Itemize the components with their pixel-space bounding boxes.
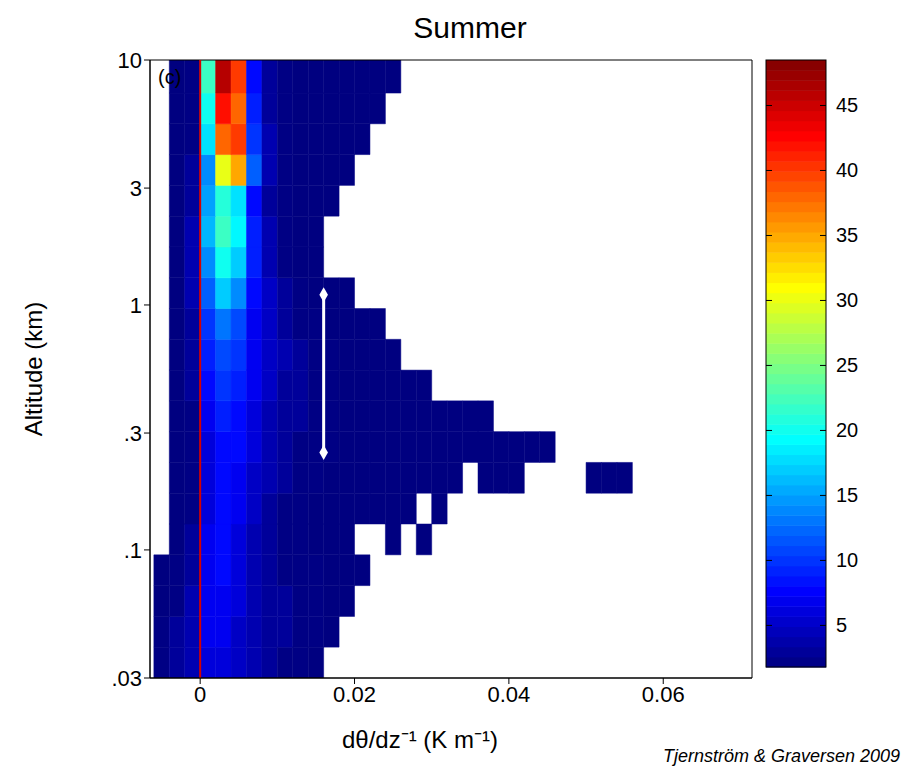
svg-text:10: 10: [836, 549, 858, 571]
svg-text:15: 15: [836, 484, 858, 506]
svg-text:30: 30: [836, 289, 858, 311]
svg-text:.3: .3: [124, 421, 142, 446]
svg-text:.03: .03: [111, 666, 142, 691]
svg-text:Tjernström & Graversen 2009: Tjernström & Graversen 2009: [663, 746, 900, 766]
svg-text:Altitude (km): Altitude (km): [20, 302, 47, 437]
svg-text:5: 5: [836, 614, 847, 636]
svg-text:0: 0: [194, 682, 206, 707]
svg-text:45: 45: [836, 94, 858, 116]
svg-text:0.04: 0.04: [487, 682, 530, 707]
svg-text:.1: .1: [124, 538, 142, 563]
svg-text:1: 1: [130, 293, 142, 318]
svg-text:dθ/dz⁻¹ (K m⁻¹): dθ/dz⁻¹ (K m⁻¹): [342, 726, 498, 753]
svg-text:0.06: 0.06: [642, 682, 685, 707]
svg-text:0.02: 0.02: [333, 682, 376, 707]
svg-text:25: 25: [836, 354, 858, 376]
svg-text:Summer: Summer: [413, 11, 526, 44]
svg-text:35: 35: [836, 224, 858, 246]
svg-text:20: 20: [836, 419, 858, 441]
svg-text:40: 40: [836, 159, 858, 181]
svg-text:3: 3: [130, 176, 142, 201]
svg-text:10: 10: [118, 48, 142, 73]
svg-text:(c): (c): [158, 66, 181, 88]
